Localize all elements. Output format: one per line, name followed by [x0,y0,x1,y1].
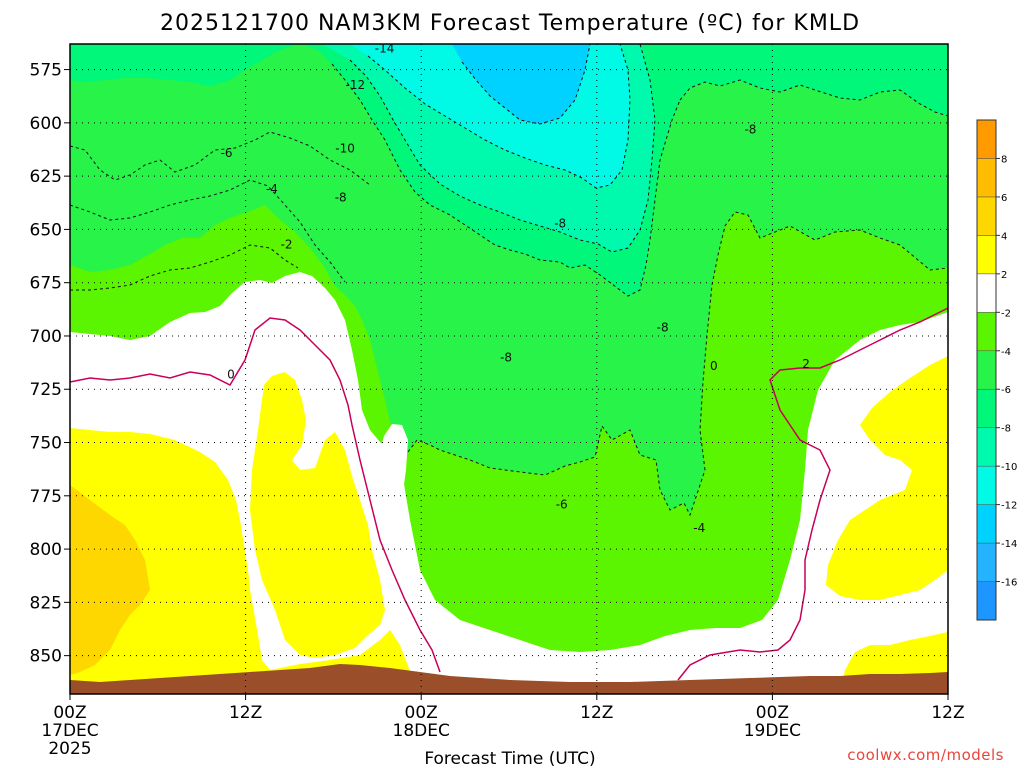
colorbar-swatch [976,273,997,313]
y-tick-label: 700 [30,327,62,347]
contour-label: 2 [802,357,810,371]
contour-label: -6 [556,498,568,512]
colorbar-swatch [976,312,997,352]
chart-title: 2025121700 NAM3KM Forecast Temperature (… [160,11,860,36]
band-minus6-to-minus8 [70,44,948,515]
contour-label: -14 [375,42,395,56]
y-tick-label: 800 [30,540,62,560]
colorbar: -16 -14 -12 -10 -8 -6 -4 -2 2 4 6 8 [976,119,1017,621]
x-tick-label: 18DEC [393,721,450,741]
x-tick-label: 12Z [229,703,262,723]
credit-text: coolwx.com/models [847,746,1004,764]
colorbar-label: -8 [1001,424,1011,435]
y-tick-label: 725 [30,380,62,400]
contour-zero-left [69,317,441,673]
terrain [70,664,948,694]
y-tick-label: 600 [30,114,62,134]
band-yellow-right [826,356,948,600]
band-yellow-mid [250,372,385,658]
x-axis-label: Forecast Time (UTC) [424,749,595,768]
contour-minus6-right [699,211,949,471]
contour-minus10 [349,43,656,253]
colorbar-swatch [976,427,997,467]
colorbar-label: -2 [1001,308,1011,319]
x-tick-label: 00Z [53,703,86,723]
contour-label: -4 [693,521,705,535]
colorbar-label: 2 [1001,270,1007,281]
x-tick-label: 00Z [405,703,438,723]
colorbar-swatch [976,504,997,544]
colorbar-label: -10 [1001,462,1017,473]
y-tick-label: 750 [30,434,62,454]
contour-minus4 [69,179,346,283]
colorbar-label: 4 [1001,231,1007,242]
colorbar-label: 8 [1001,154,1007,165]
contour-minus8-left [331,63,681,297]
band-minus14-to-minus16 [452,44,590,124]
colorbar-label: -12 [1001,501,1017,512]
y-tick-label: 575 [30,61,62,81]
colorbar-swatch [976,235,997,275]
contour-label: -12 [346,78,366,92]
contour-label: -2 [281,238,293,252]
x-tick-label: 19DEC [744,721,801,741]
colorbar-swatch [976,350,997,390]
y-tick-label: 675 [30,274,62,294]
contour-label: -8 [335,191,347,205]
contour-label: 0 [227,368,235,382]
contour-label: -6 [221,146,233,160]
colorbar-label: -6 [1001,385,1011,396]
contour-label: -8 [744,123,756,137]
colorbar-swatch [976,158,997,198]
x-tick-label: 2025 [48,739,91,759]
x-tick-label: 12Z [580,703,613,723]
y-tick-label: 775 [30,487,62,507]
contour-labels: -14 -12 -8 -6 -10 -4 -8 -2 -8 -8 -8 0 2 0 -6 -4 [221,42,810,536]
x-tick-label: 17DEC [41,721,98,741]
colorbar-swatch [976,196,997,236]
colorbar-swatch [976,388,997,428]
y-tick-label: 625 [30,167,62,187]
contour-label: -8 [657,321,669,335]
plot-frame [69,43,949,695]
colorbar-label: -4 [1001,347,1011,358]
contour-lines [69,43,949,681]
band-yellow-left [70,428,420,694]
contour-label: -8 [554,216,566,230]
contour-minus14 [461,43,591,125]
contour-minus6-bottom [407,424,706,517]
contour-label: 0 [710,359,718,373]
contour-minus6 [69,131,371,186]
colorbar-label: -14 [1001,539,1017,550]
colorbar-label: -16 [1001,578,1017,589]
temperature-fill [70,44,948,694]
band-orange-left [70,485,150,675]
x-tick-label: 12Z [931,703,964,723]
grid-lines [70,44,948,694]
colorbar-swatch [976,542,997,582]
y-axis: 575 600 625 650 675 700 725 750 775 800 825 850 [30,61,70,667]
y-tick-label: 825 [30,593,62,613]
contour-zero-right [677,307,949,681]
colorbar-label: 6 [1001,193,1007,204]
y-tick-label: 850 [30,647,62,667]
colorbar-frame [976,119,997,621]
x-tick-label: 00Z [756,703,789,723]
contour-label: -8 [500,351,512,365]
colorbar-swatch [976,119,997,159]
contour-label: -10 [335,142,355,156]
contour-minus12 [367,43,631,189]
y-tick-label: 650 [30,220,62,240]
contour-minus8-right [679,79,949,117]
colorbar-swatch [976,465,997,505]
contour-label: -4 [266,182,278,196]
colorbar-swatch [976,581,997,621]
